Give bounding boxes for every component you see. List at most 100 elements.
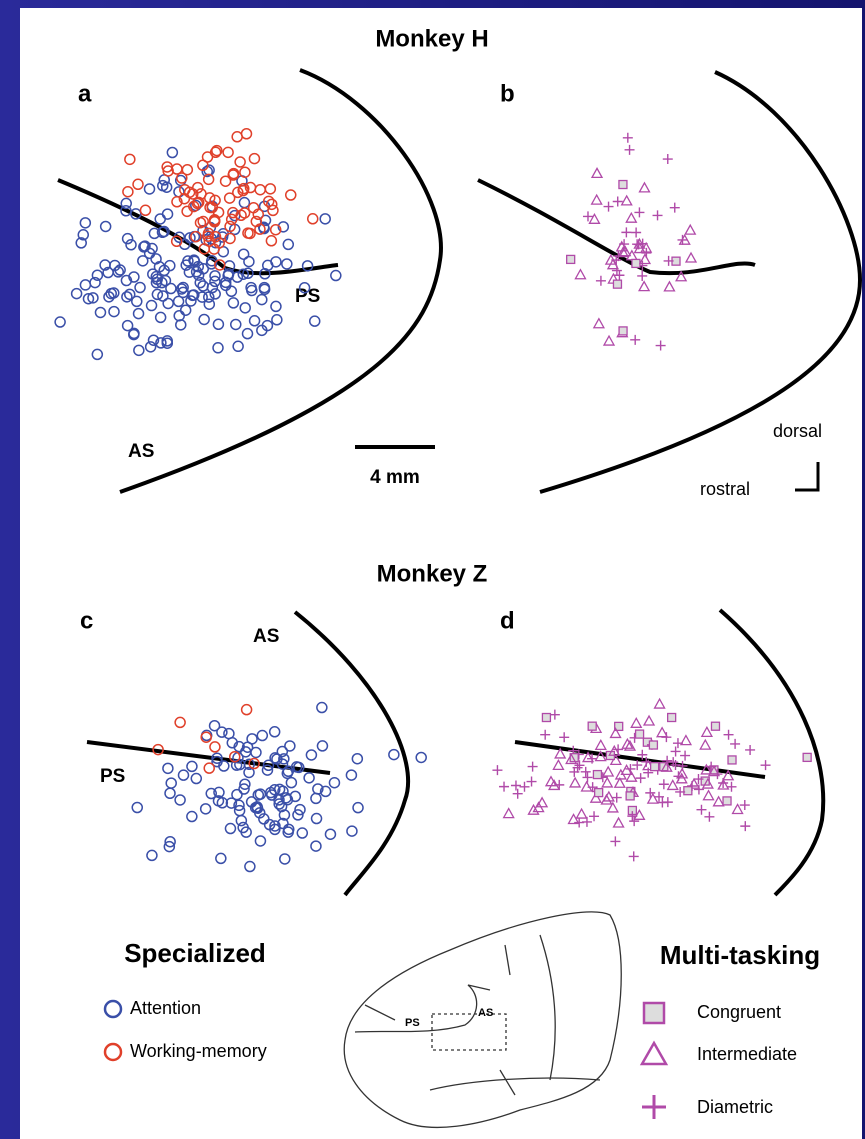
cell-marker <box>667 712 677 723</box>
cell-marker <box>224 232 236 245</box>
cell-marker <box>145 299 158 312</box>
cell-marker <box>658 779 669 790</box>
cell-marker <box>308 315 321 327</box>
cell-marker <box>731 803 744 815</box>
cell-marker <box>154 213 166 225</box>
cell-marker <box>239 166 251 178</box>
cell-marker <box>231 131 243 143</box>
cell-marker <box>262 259 274 272</box>
cell-marker <box>655 726 669 738</box>
cell-marker <box>211 752 223 764</box>
cell-marker <box>277 221 290 233</box>
cell-marker <box>574 268 587 280</box>
cell-marker <box>301 260 314 272</box>
cell-marker <box>147 334 160 346</box>
cell-marker <box>609 727 622 739</box>
orientation-arrow <box>795 462 820 492</box>
legend-marker <box>103 1042 123 1062</box>
cell-marker <box>185 295 197 307</box>
cell-marker <box>702 789 715 801</box>
cell-marker <box>549 709 560 720</box>
cell-marker <box>172 295 185 308</box>
cell-marker <box>580 780 593 792</box>
cell-marker <box>79 279 92 291</box>
cell-marker <box>310 792 322 805</box>
cell-marker <box>760 760 771 771</box>
cell-marker <box>258 813 270 825</box>
cell-marker <box>114 264 126 276</box>
cell-marker <box>672 738 683 749</box>
cell-marker <box>693 774 704 785</box>
cell-marker <box>270 300 282 313</box>
cell-marker <box>178 192 191 205</box>
cell-marker <box>572 762 583 773</box>
cell-marker <box>248 315 261 327</box>
cell-marker <box>108 287 120 299</box>
cell-marker <box>223 192 236 204</box>
legend-title: Specialized <box>124 938 266 968</box>
cell-marker <box>281 258 293 270</box>
cell-marker <box>612 196 623 207</box>
cell-marker <box>212 318 225 331</box>
cell-marker <box>246 733 258 745</box>
cell-marker <box>120 205 132 217</box>
cell-marker <box>574 760 585 771</box>
cell-marker <box>244 181 257 194</box>
cell-marker <box>232 186 244 199</box>
cell-marker <box>581 816 592 827</box>
cell-marker <box>212 342 224 354</box>
cell-marker <box>251 802 264 815</box>
cell-marker <box>618 326 628 336</box>
cell-marker <box>128 271 140 283</box>
cell-marker <box>592 769 603 780</box>
cell-marker <box>203 291 215 303</box>
cell-marker <box>244 227 256 240</box>
cell-marker <box>262 195 275 208</box>
cell-marker <box>209 194 221 207</box>
cell-marker <box>157 179 169 192</box>
cell-marker <box>209 288 221 300</box>
cell-marker <box>269 820 281 832</box>
cell-marker <box>632 760 643 771</box>
cell-marker <box>211 144 223 157</box>
cell-marker <box>254 835 267 847</box>
cell-marker <box>590 193 603 205</box>
cell-marker <box>654 791 665 802</box>
cell-marker <box>150 270 163 283</box>
cell-marker <box>239 302 251 314</box>
cell-marker <box>615 240 628 252</box>
cell-marker <box>75 237 87 249</box>
cell-marker <box>99 220 112 233</box>
cell-marker <box>620 194 633 206</box>
cell-marker <box>726 781 737 792</box>
legend-item: Congruent <box>697 1002 781 1022</box>
cell-marker <box>712 795 725 807</box>
cell-marker <box>618 179 628 190</box>
cell-marker <box>245 796 258 808</box>
cell-marker <box>232 340 244 353</box>
cell-marker <box>280 792 292 804</box>
cell-marker <box>619 245 632 257</box>
cell-marker <box>231 271 244 283</box>
cell-marker <box>254 223 266 235</box>
cell-marker <box>628 851 639 862</box>
cell-marker <box>580 766 591 777</box>
cell-marker <box>155 337 167 349</box>
cell-marker <box>269 223 282 236</box>
cell-marker <box>294 803 306 816</box>
cell-marker <box>238 207 251 219</box>
cell-marker <box>209 230 222 243</box>
cell-marker <box>191 197 204 210</box>
cell-marker <box>613 744 624 755</box>
cell-marker <box>527 761 538 772</box>
cell-marker <box>77 229 90 241</box>
cell-marker <box>283 823 295 836</box>
cell-marker <box>197 159 209 172</box>
cell-marker <box>346 825 358 837</box>
cell-marker <box>620 764 633 776</box>
cell-marker <box>704 811 715 822</box>
cell-marker <box>621 227 632 238</box>
cell-marker <box>158 264 170 277</box>
cell-marker <box>277 817 289 830</box>
cell-marker <box>284 189 297 201</box>
